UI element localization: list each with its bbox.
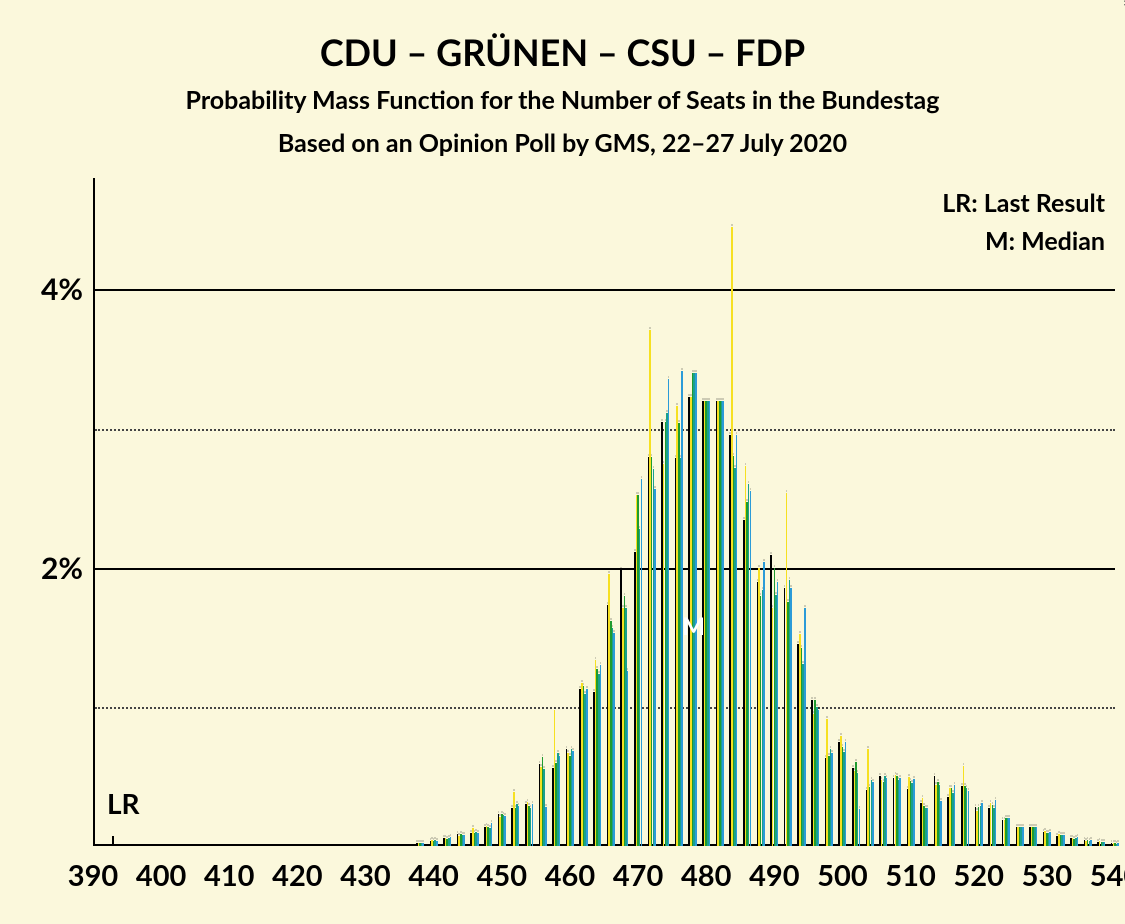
gridline [95,289,1115,291]
bar-blue [1022,827,1024,846]
x-tick-label: 500 [807,858,877,893]
bar-blue [859,809,861,846]
x-tick-label: 490 [739,858,809,893]
bar-blue [641,479,643,846]
bar-blue [681,371,683,846]
bar-blue [818,710,820,846]
bar-blue [722,401,724,846]
gridline [95,568,1115,570]
bar-blue [504,816,506,846]
bar-blue [1036,827,1038,846]
bar-blue [1090,840,1092,846]
bar-blue [968,791,970,846]
bar-blue [559,756,561,846]
bar-blue [913,779,915,846]
x-tick-label: 520 [944,858,1014,893]
bar-blue [477,833,479,846]
bar-blue [736,435,738,846]
x-tick-label: 400 [126,858,196,893]
x-tick-label: 460 [535,858,605,893]
bar-blue [954,785,956,846]
chart-subtitle-1: Probability Mass Function for the Number… [0,85,1125,115]
bar-blue [450,837,452,846]
x-tick-label: 430 [331,858,401,893]
copyright-text: © 2020 Filip van Laenen [1121,0,1125,6]
bar-blue [436,841,438,846]
chart-title: CDU – GRÜNEN – CSU – FDP [0,30,1125,74]
bar-blue [613,633,615,846]
lr-tick [112,836,114,846]
bar-blue [981,803,983,846]
bar-blue [1049,832,1051,846]
bar-blue [1008,818,1010,846]
bar-blue [899,778,901,846]
bar-blue [654,489,656,846]
bar-blue [763,562,765,846]
bar-blue [545,807,547,846]
bar-blue [463,835,465,846]
y-axis [93,178,95,846]
median-label: M [681,612,707,641]
y-tick-label: 4% [15,271,83,307]
bar-blue [695,373,697,846]
bar-blue [872,782,874,846]
x-tick-label: 420 [262,858,332,893]
legend-entry: M: Median [985,226,1105,256]
x-tick-label: 480 [671,858,741,893]
bar-blue [804,608,806,846]
legend-entry: LR: Last Result [942,188,1105,218]
bar-blue [1077,837,1079,846]
bar-blue [790,588,792,846]
y-tick-label: 2% [15,550,83,586]
bar-blue [668,379,670,846]
bar-blue [1117,843,1119,846]
x-tick-label: 450 [467,858,537,893]
plot-area: 4%2%390400410420430440450460470480490500… [93,178,1115,846]
bar-blue [927,808,929,846]
bar-blue [627,671,629,846]
gridline [95,707,1115,709]
bar-blue [1104,842,1106,846]
bar-blue [518,806,520,846]
lr-label: LR [107,786,140,820]
bar-blue [709,401,711,846]
bar-blue [995,800,997,846]
bar-blue [940,801,942,846]
x-tick-label: 540 [1080,858,1125,893]
bar-blue [491,823,493,846]
gridline [95,429,1115,431]
bar-blue [532,804,534,846]
x-tick-label: 530 [1012,858,1082,893]
x-tick-label: 440 [399,858,469,893]
x-tick-label: 510 [876,858,946,893]
bar-blue [422,843,424,846]
bar-blue [1063,835,1065,846]
bar-blue [845,742,847,846]
chart-subtitle-2: Based on an Opinion Poll by GMS, 22–27 J… [0,128,1125,158]
bar-blue [777,582,779,846]
bar-blue [886,778,888,846]
bar-blue [750,491,752,846]
bar-blue [600,665,602,846]
bar-blue [831,753,833,846]
bar-blue [586,689,588,846]
x-tick-label: 470 [603,858,673,893]
x-tick-label: 410 [194,858,264,893]
x-tick-label: 390 [58,858,128,893]
bar-blue [572,751,574,846]
